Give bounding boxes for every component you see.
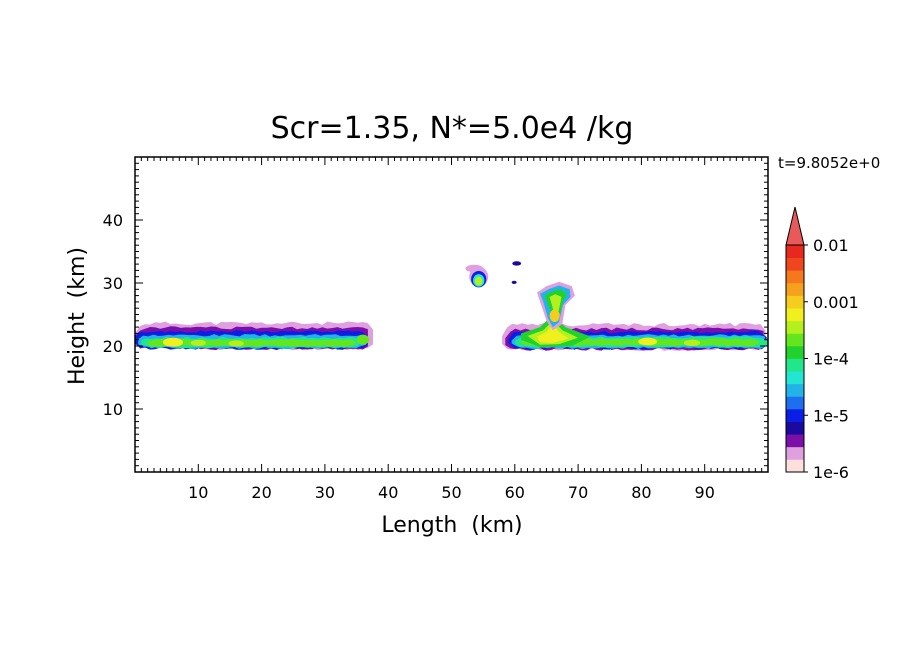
x-tick-label: 90 xyxy=(695,483,715,502)
y-tick-label: 20 xyxy=(103,337,123,356)
colorbar-swatch xyxy=(786,396,804,410)
colorbar-label: 1e-6 xyxy=(813,463,849,482)
contour-blob xyxy=(638,337,658,346)
x-tick-label: 40 xyxy=(378,483,398,502)
colorbar-swatch xyxy=(786,446,804,460)
contour-blob xyxy=(474,276,483,286)
colorbar-swatch xyxy=(786,434,804,448)
colorbar-swatch xyxy=(786,282,804,296)
contour-blob xyxy=(190,339,206,346)
x-tick-label: 70 xyxy=(568,483,588,502)
colorbar-swatch xyxy=(786,371,804,385)
y-tick-label: 10 xyxy=(103,400,123,419)
plot-frame xyxy=(135,157,768,472)
colorbar: 0.01 0.001 1e-4 1e-5 1e-6 xyxy=(785,206,859,482)
colorbar-swatch xyxy=(786,383,804,397)
colorbar-label: 0.01 xyxy=(813,236,849,255)
contour-regions xyxy=(135,261,768,351)
contour-blob xyxy=(683,339,701,346)
colorbar-swatch xyxy=(786,270,804,284)
colorbar-label: 0.001 xyxy=(813,293,859,312)
x-tick-labels: 10 20 30 40 50 60 70 80 90 xyxy=(188,483,715,502)
colorbar-swatch xyxy=(786,308,804,322)
colorbar-swatch xyxy=(786,421,804,435)
colorbar-swatch xyxy=(786,358,804,372)
colorbar-labels: 0.01 0.001 1e-4 1e-5 1e-6 xyxy=(804,236,859,482)
contour-blob xyxy=(162,337,184,347)
colorbar-swatch xyxy=(786,333,804,347)
colorbar-swatch xyxy=(786,320,804,334)
x-tick-label: 30 xyxy=(315,483,335,502)
contour-blob xyxy=(228,340,244,347)
y-tick-label: 30 xyxy=(103,274,123,293)
x-axis-label: Length (km) xyxy=(381,513,522,538)
x-tick-label: 60 xyxy=(505,483,525,502)
colorbar-swatch xyxy=(786,257,804,271)
axis-ticks xyxy=(135,157,768,472)
colorbar-label: 1e-4 xyxy=(813,350,849,369)
x-tick-label: 10 xyxy=(188,483,208,502)
contour-blob xyxy=(549,309,560,323)
x-tick-label: 50 xyxy=(441,483,461,502)
colorbar-swatch xyxy=(786,295,804,309)
x-tick-label: 20 xyxy=(251,483,271,502)
colorbar-swatch xyxy=(786,245,804,259)
colorbar-arrow xyxy=(785,206,805,246)
y-tick-labels: 10 20 30 40 xyxy=(103,211,123,419)
contour-blob xyxy=(356,334,370,345)
colorbar-swatches xyxy=(785,206,805,473)
colorbar-label: 1e-5 xyxy=(813,406,849,425)
chart-title: Scr=1.35, N*=5.0e4 /kg xyxy=(271,111,634,146)
time-label: t=9.8052e+0 xyxy=(778,154,880,172)
contour-patch xyxy=(537,324,569,343)
colorbar-swatch xyxy=(786,459,804,473)
contour-blob xyxy=(511,280,517,284)
contour-blob xyxy=(512,261,522,266)
colorbar-swatch xyxy=(786,345,804,359)
y-tick-label: 40 xyxy=(103,211,123,230)
y-axis-label: Height (km) xyxy=(65,247,90,385)
plot-area: 10 20 30 40 50 60 70 80 90 10 20 30 40 xyxy=(103,156,769,502)
x-tick-label: 80 xyxy=(631,483,651,502)
colorbar-swatch xyxy=(786,408,804,422)
contour-patch xyxy=(549,294,562,318)
